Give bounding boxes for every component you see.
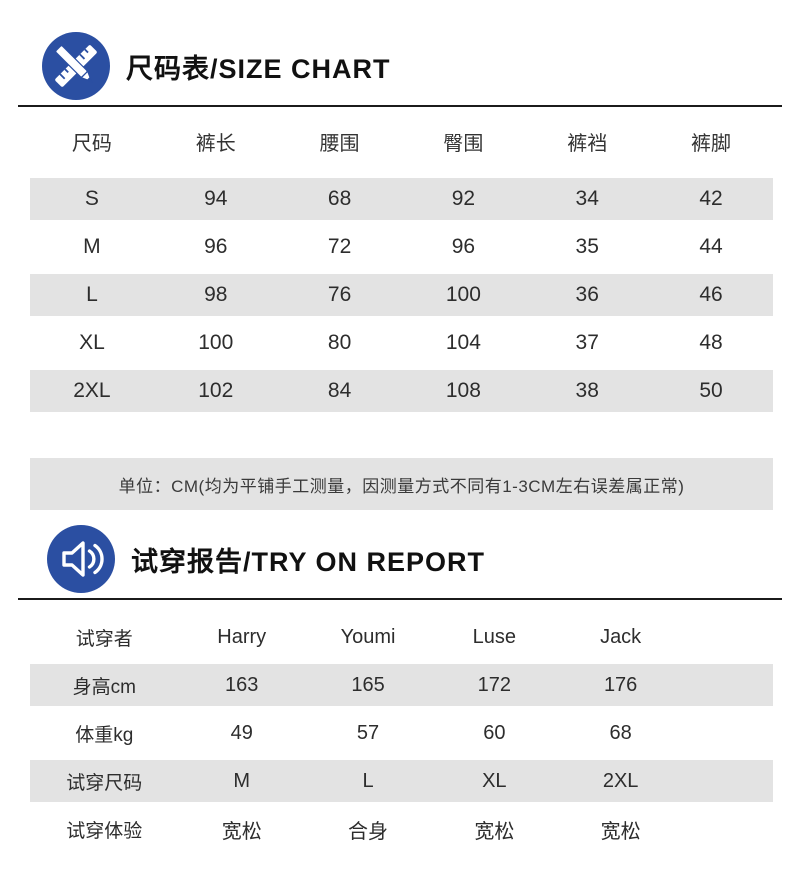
size-cell: S <box>84 187 99 210</box>
size-table-row: 2XL 102 84 108 38 50 <box>30 367 773 415</box>
value-cell: 102 <box>198 379 234 402</box>
value-cell: Harry <box>217 625 267 648</box>
value-cell: 172 <box>477 673 512 696</box>
value-cell: 46 <box>699 283 723 306</box>
try-on-row: 试穿者 Harry Youmi Luse Jack <box>30 613 773 661</box>
column-header-rise: 裤裆 <box>567 132 608 155</box>
size-table-row: L 98 76 100 36 46 <box>30 271 773 319</box>
divider-line <box>18 598 782 600</box>
column-header-waist: 腰围 <box>319 132 360 155</box>
column-header-cuff: 裤脚 <box>691 132 732 155</box>
value-cell: 104 <box>445 331 481 354</box>
value-cell: 34 <box>575 187 599 210</box>
value-cell: 50 <box>699 379 723 402</box>
size-chart-title: 尺码表/SIZE CHART <box>126 53 391 84</box>
column-header-size: 尺码 <box>71 132 112 155</box>
size-table-row: S 94 68 92 34 42 <box>30 175 773 223</box>
size-cell: XL <box>79 331 105 354</box>
try-on-header: 试穿报告/TRY ON REPORT <box>0 510 800 595</box>
value-cell: 68 <box>327 187 352 210</box>
size-cell: L <box>86 283 98 306</box>
value-cell: 165 <box>351 673 385 696</box>
try-on-table: 试穿者 Harry Youmi Luse Jack 身高cm 163 165 1… <box>30 613 773 853</box>
divider-line <box>18 105 782 107</box>
value-cell: 49 <box>230 721 253 744</box>
value-cell: 37 <box>575 331 599 354</box>
value-cell: 35 <box>575 235 599 258</box>
value-cell: 60 <box>483 721 506 744</box>
value-cell: 合身 <box>348 820 389 843</box>
value-cell: 44 <box>699 235 723 258</box>
value-cell: 96 <box>451 235 476 258</box>
value-cell: 100 <box>445 283 481 306</box>
value-cell: M <box>233 769 251 792</box>
value-cell: 36 <box>575 283 599 306</box>
size-cell: M <box>83 235 101 258</box>
value-cell: 57 <box>356 721 380 744</box>
size-table: 尺码 裤长 腰围 臀围 裤裆 裤脚 S 94 68 92 34 42 M 96 … <box>30 107 773 415</box>
value-cell: 宽松 <box>221 820 262 843</box>
value-cell: 80 <box>327 331 352 354</box>
value-cell: 42 <box>699 187 723 210</box>
value-cell: L <box>362 769 374 792</box>
value-cell: 68 <box>609 721 632 744</box>
size-table-header-row: 尺码 裤长 腰围 臀围 裤裆 裤脚 <box>30 107 773 175</box>
row-label: 试穿者 <box>75 628 133 650</box>
value-cell: Youmi <box>340 625 396 648</box>
value-cell: 宽松 <box>600 820 641 843</box>
value-cell: 176 <box>603 673 638 696</box>
try-on-row: 体重kg 49 57 60 68 <box>30 709 773 757</box>
value-cell: 76 <box>327 283 352 306</box>
try-on-row: 身高cm 163 165 172 176 <box>30 661 773 709</box>
row-label: 试穿体验 <box>66 820 143 842</box>
size-table-row: M 96 72 96 35 44 <box>30 223 773 271</box>
value-cell: Luse <box>472 625 517 648</box>
row-label: 身高cm <box>72 676 136 698</box>
speaker-icon <box>47 525 115 593</box>
value-cell: 108 <box>445 379 481 402</box>
value-cell: 92 <box>451 187 476 210</box>
try-on-row: 试穿尺码 M L XL 2XL <box>30 757 773 805</box>
value-cell: 96 <box>204 235 228 258</box>
size-cell: 2XL <box>73 379 111 402</box>
row-label: 试穿尺码 <box>66 772 143 794</box>
size-chart-header: 尺码表/SIZE CHART <box>0 0 800 102</box>
size-table-row: XL 100 80 104 37 48 <box>30 319 773 367</box>
value-cell: 84 <box>327 379 352 402</box>
value-cell: Jack <box>600 625 642 648</box>
value-cell: 2XL <box>602 769 639 792</box>
column-header-hip: 臀围 <box>443 132 484 155</box>
value-cell: 163 <box>225 673 259 696</box>
try-on-title: 试穿报告/TRY ON REPORT <box>131 546 486 577</box>
try-on-row: 试穿体验 宽松 合身 宽松 宽松 <box>30 805 773 853</box>
value-cell: 38 <box>575 379 599 402</box>
value-cell: 100 <box>198 331 234 354</box>
value-cell: 98 <box>204 283 228 306</box>
value-cell: 48 <box>699 331 723 354</box>
ruler-pencil-icon <box>42 32 110 100</box>
row-label: 体重kg <box>75 724 134 746</box>
unit-note: 单位：CM(均为平铺手工测量，因测量方式不同有1-3CM左右误差属正常) <box>30 458 773 510</box>
column-header-length: 裤长 <box>195 132 236 155</box>
value-cell: 72 <box>327 235 352 258</box>
value-cell: 94 <box>204 187 228 210</box>
value-cell: 宽松 <box>474 820 515 843</box>
value-cell: XL <box>482 769 507 792</box>
